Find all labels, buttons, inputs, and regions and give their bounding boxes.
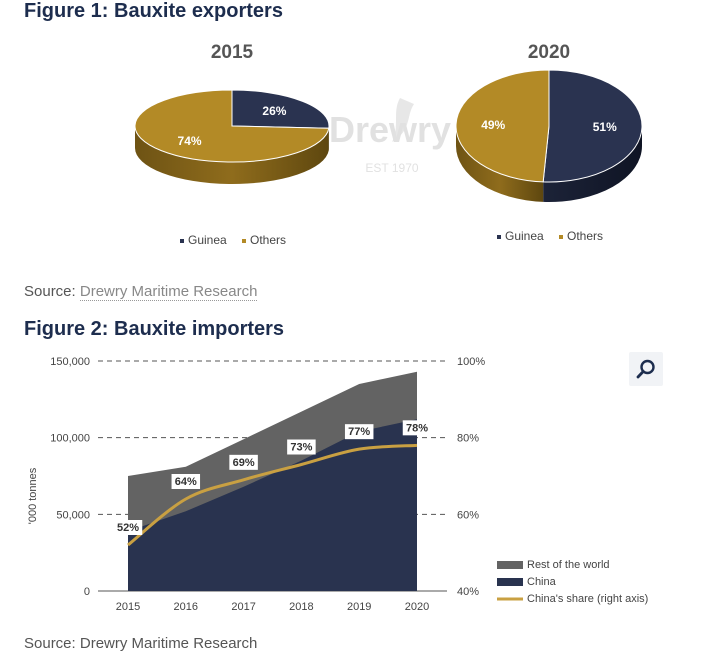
data-label-box xyxy=(171,474,201,489)
share-data-label: 77% xyxy=(348,426,370,438)
x-tick-label: 2017 xyxy=(231,601,255,613)
pie-side-others xyxy=(456,126,544,202)
watermark-est: EST 1970 xyxy=(365,161,418,175)
pie-data-label: 51% xyxy=(593,120,617,134)
pie-slice-others xyxy=(455,69,550,183)
x-tick-label: 2018 xyxy=(289,601,313,613)
x-tick-label: 2015 xyxy=(116,601,140,613)
figure1-pie-charts: Drewry EST 1970 2015 26% 74% Guinea Others 2… xyxy=(134,42,643,247)
data-label-box xyxy=(287,439,316,455)
legend-swatch xyxy=(497,578,523,586)
y-tick-label: 50,000 xyxy=(56,509,90,521)
legend-label: China's share (right axis) xyxy=(527,593,648,605)
figure2-title: Figure 2: Bauxite importers xyxy=(24,318,285,340)
pie-slice-guinea xyxy=(231,89,330,129)
pie-slice-guinea xyxy=(542,69,643,183)
chart-axes: 0 40% 50,000 60% 100,000 80% 150,000 100% '000 t… xyxy=(27,356,485,613)
y2-tick-label: 100% xyxy=(457,356,485,368)
share-data-label: 69% xyxy=(233,457,255,469)
y-tick-label: 0 xyxy=(84,586,90,598)
data-label-box xyxy=(344,424,374,440)
figure2-source: Source: Drewry Maritime Research xyxy=(24,635,258,652)
legend-label: Rest of the world xyxy=(527,559,610,571)
share-data-label: 52% xyxy=(117,522,139,534)
chart-plot: 52% 64% 69% 73% 77% 78% xyxy=(113,371,432,591)
figure1-source-prefix: Source: xyxy=(24,283,80,300)
y-axis-label: '000 tonnes xyxy=(27,467,39,524)
search-icon xyxy=(636,359,655,379)
pie-slice-others xyxy=(134,89,330,163)
pie-title: 2015 xyxy=(211,42,254,63)
figure1-source: Source: Drewry Maritime Research xyxy=(24,283,258,301)
figure2-area-chart: Drewry EST 1970 52%64%69%73%77%78% 040%5… xyxy=(27,356,648,613)
watermark-brand: Drewry xyxy=(329,109,451,150)
pie-data-label: 49% xyxy=(481,118,505,132)
pie-title: 2020 xyxy=(528,42,570,63)
figure1-source-link[interactable]: Drewry Maritime Research xyxy=(79,283,258,301)
pie-2020: 2020 51% 49% Guinea Others xyxy=(455,42,643,243)
legend-label-others: Others xyxy=(567,229,603,243)
pie-side-guinea xyxy=(543,126,642,202)
legend-marker-others xyxy=(559,235,563,239)
legend-marker-guinea xyxy=(497,235,501,239)
share-data-label: 64% xyxy=(175,476,197,488)
data-label-box xyxy=(229,454,258,470)
legend-marker-others xyxy=(242,239,246,243)
pie-data-label: 26% xyxy=(262,104,286,118)
data-label-box xyxy=(402,420,432,436)
pie-2015: 2015 26% 74% Guinea Others xyxy=(134,42,330,247)
drewry-watermark: Drewry EST 1970 xyxy=(329,98,451,175)
pie-data-label: 74% xyxy=(178,134,202,148)
legend-label: China xyxy=(527,576,557,588)
x-tick-label: 2016 xyxy=(174,601,198,613)
flame-icon xyxy=(392,98,414,142)
legend-label-guinea: Guinea xyxy=(505,229,544,243)
y2-tick-label: 40% xyxy=(457,586,479,598)
x-tick-label: 2019 xyxy=(347,601,371,613)
legend-marker-guinea xyxy=(180,239,184,243)
chart-legend: Rest of the world China China's share (rig… xyxy=(497,559,648,605)
legend-swatch xyxy=(497,561,523,569)
y2-tick-label: 60% xyxy=(457,509,479,521)
pie-side-others xyxy=(135,126,329,185)
line-china-share xyxy=(127,443,418,547)
data-label-box xyxy=(113,520,143,535)
y2-tick-label: 80% xyxy=(457,433,479,445)
legend-label-others: Others xyxy=(250,233,286,247)
legend-label-guinea: Guinea xyxy=(188,233,227,247)
figure1-title: Figure 1: Bauxite exporters xyxy=(24,0,283,22)
x-tick-label: 2020 xyxy=(405,601,429,613)
area-china xyxy=(128,419,417,591)
zoom-button[interactable] xyxy=(629,352,663,386)
share-data-label: 73% xyxy=(290,442,312,454)
y-tick-label: 100,000 xyxy=(50,433,90,445)
share-data-label: 78% xyxy=(406,422,428,434)
y-tick-label: 150,000 xyxy=(50,356,90,368)
